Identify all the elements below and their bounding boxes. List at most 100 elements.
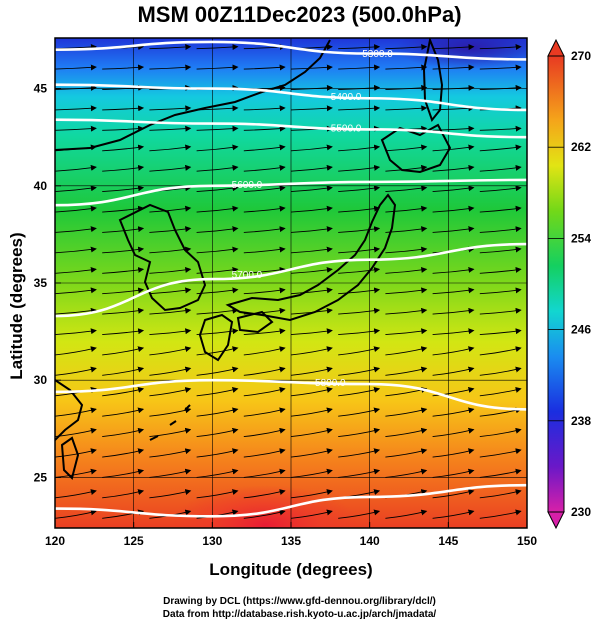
streamline-arrow	[432, 448, 475, 458]
colorbar-ticks: 270 262 254 246 238 230	[548, 49, 591, 519]
streamline-arrow	[243, 387, 286, 397]
streamline-arrow	[432, 226, 475, 233]
streamline-arrow	[149, 164, 192, 172]
streamline-arrow	[290, 185, 333, 193]
streamline-arrow	[338, 427, 381, 438]
y-tick-label: 30	[34, 373, 48, 387]
streamline-arrow	[479, 205, 522, 213]
streamline-arrow	[55, 366, 97, 376]
streamline-arrow	[102, 105, 145, 112]
streamline-arrow	[432, 468, 475, 478]
contour-label: 5300.0	[362, 49, 393, 60]
streamline-arrow	[149, 346, 192, 356]
streamline-arrow	[479, 509, 522, 519]
streamline-arrow	[385, 468, 428, 478]
streamline-arrow	[385, 346, 428, 356]
x-tick-label: 145	[438, 534, 458, 548]
streamline-arrow	[196, 346, 239, 356]
streamline-arrow	[385, 307, 428, 315]
streamline-arrow	[290, 346, 333, 356]
colorbar-label: 254	[571, 231, 591, 245]
streamline-arrow	[479, 164, 522, 172]
streamline-arrow	[243, 509, 286, 519]
streamline-arrow	[149, 489, 192, 499]
contour-label: 5600.0	[232, 180, 263, 191]
streamline-arrow	[290, 448, 333, 458]
streamline-arrow	[385, 84, 428, 91]
streamline-arrow	[149, 407, 192, 417]
streamline-arrow	[432, 346, 475, 356]
ryukyu-islands	[149, 404, 191, 441]
streamline-arrow	[196, 246, 239, 254]
streamline-arrow	[338, 307, 381, 315]
height-contour-line	[55, 242, 527, 318]
streamline-arrow	[290, 105, 333, 112]
streamline-arrow	[149, 448, 192, 458]
height-contour-line	[55, 483, 527, 518]
streamline-arrow	[102, 427, 145, 438]
streamline-arrow	[338, 328, 381, 335]
streamline-arrow	[196, 64, 239, 71]
streamline-arrow	[149, 366, 192, 376]
streamline-arrow	[243, 468, 286, 478]
streamline-arrow	[102, 346, 145, 356]
x-tick-label: 150	[517, 534, 537, 548]
streamline-arrow	[338, 226, 381, 233]
streamline-arrow	[196, 125, 239, 132]
streamline-arrow	[479, 185, 522, 193]
streamline-arrow	[432, 125, 475, 132]
streamline-arrow	[149, 226, 192, 233]
streamline-arrow	[243, 185, 286, 193]
streamline-arrow	[55, 164, 97, 172]
streamline-arrow	[55, 266, 97, 274]
colorbar-bottom-arrow	[547, 511, 565, 530]
streamline-arrow	[196, 266, 239, 274]
streamline-arrow	[196, 387, 239, 397]
streamline-arrow	[338, 144, 381, 152]
streamline-arrow	[432, 64, 475, 71]
streamline-arrow	[102, 266, 145, 274]
streamline-arrow	[385, 287, 428, 295]
streamline-arrow	[479, 468, 522, 478]
streamline-arrow	[432, 387, 475, 397]
y-tick-label: 45	[34, 82, 48, 96]
kyushu-coast	[198, 313, 234, 362]
y-tick-label: 35	[34, 276, 48, 290]
contour-label: 5400.0	[331, 92, 362, 103]
streamline-arrow	[479, 64, 522, 71]
streamline-arrow	[149, 387, 192, 397]
height-contour-line	[55, 118, 527, 139]
streamline-arrow	[243, 125, 286, 132]
colorbar-scale	[547, 55, 565, 513]
streamline-arrow	[385, 185, 428, 193]
streamline-arrow	[196, 164, 239, 172]
streamline-arrow	[290, 366, 333, 376]
streamline-arrow	[196, 407, 239, 417]
colorbar-top-arrow	[547, 38, 565, 57]
streamline-arrow	[479, 328, 522, 335]
credit-drawing: Drawing by DCL (https://www.gfd-dennou.o…	[163, 596, 436, 607]
streamline-arrow	[385, 105, 428, 112]
streamline-arrow	[243, 64, 286, 71]
streamline-arrow	[243, 489, 286, 499]
streamline-arrow	[338, 64, 381, 71]
streamline-arrow	[338, 468, 381, 478]
colorbar-label: 270	[571, 49, 591, 63]
y-tick-label: 40	[34, 179, 48, 193]
streamline-arrow	[479, 307, 522, 315]
x-axis-ticks: 120 125 130 135 140 145 150	[45, 522, 537, 548]
streamline-arrow	[290, 328, 333, 335]
streamline-arrow	[55, 185, 97, 193]
streamline-arrow	[385, 328, 428, 335]
sakhalin-coast	[422, 38, 444, 123]
x-tick-label: 140	[360, 534, 380, 548]
streamline-arrow	[479, 346, 522, 356]
streamline-arrow	[385, 266, 428, 274]
streamline-arrow	[290, 205, 333, 213]
streamline-arrow	[196, 468, 239, 478]
streamline-arrow	[55, 448, 97, 458]
streamline-arrow	[243, 144, 286, 152]
streamline-arrow	[479, 387, 522, 397]
streamline-arrow	[196, 427, 239, 438]
